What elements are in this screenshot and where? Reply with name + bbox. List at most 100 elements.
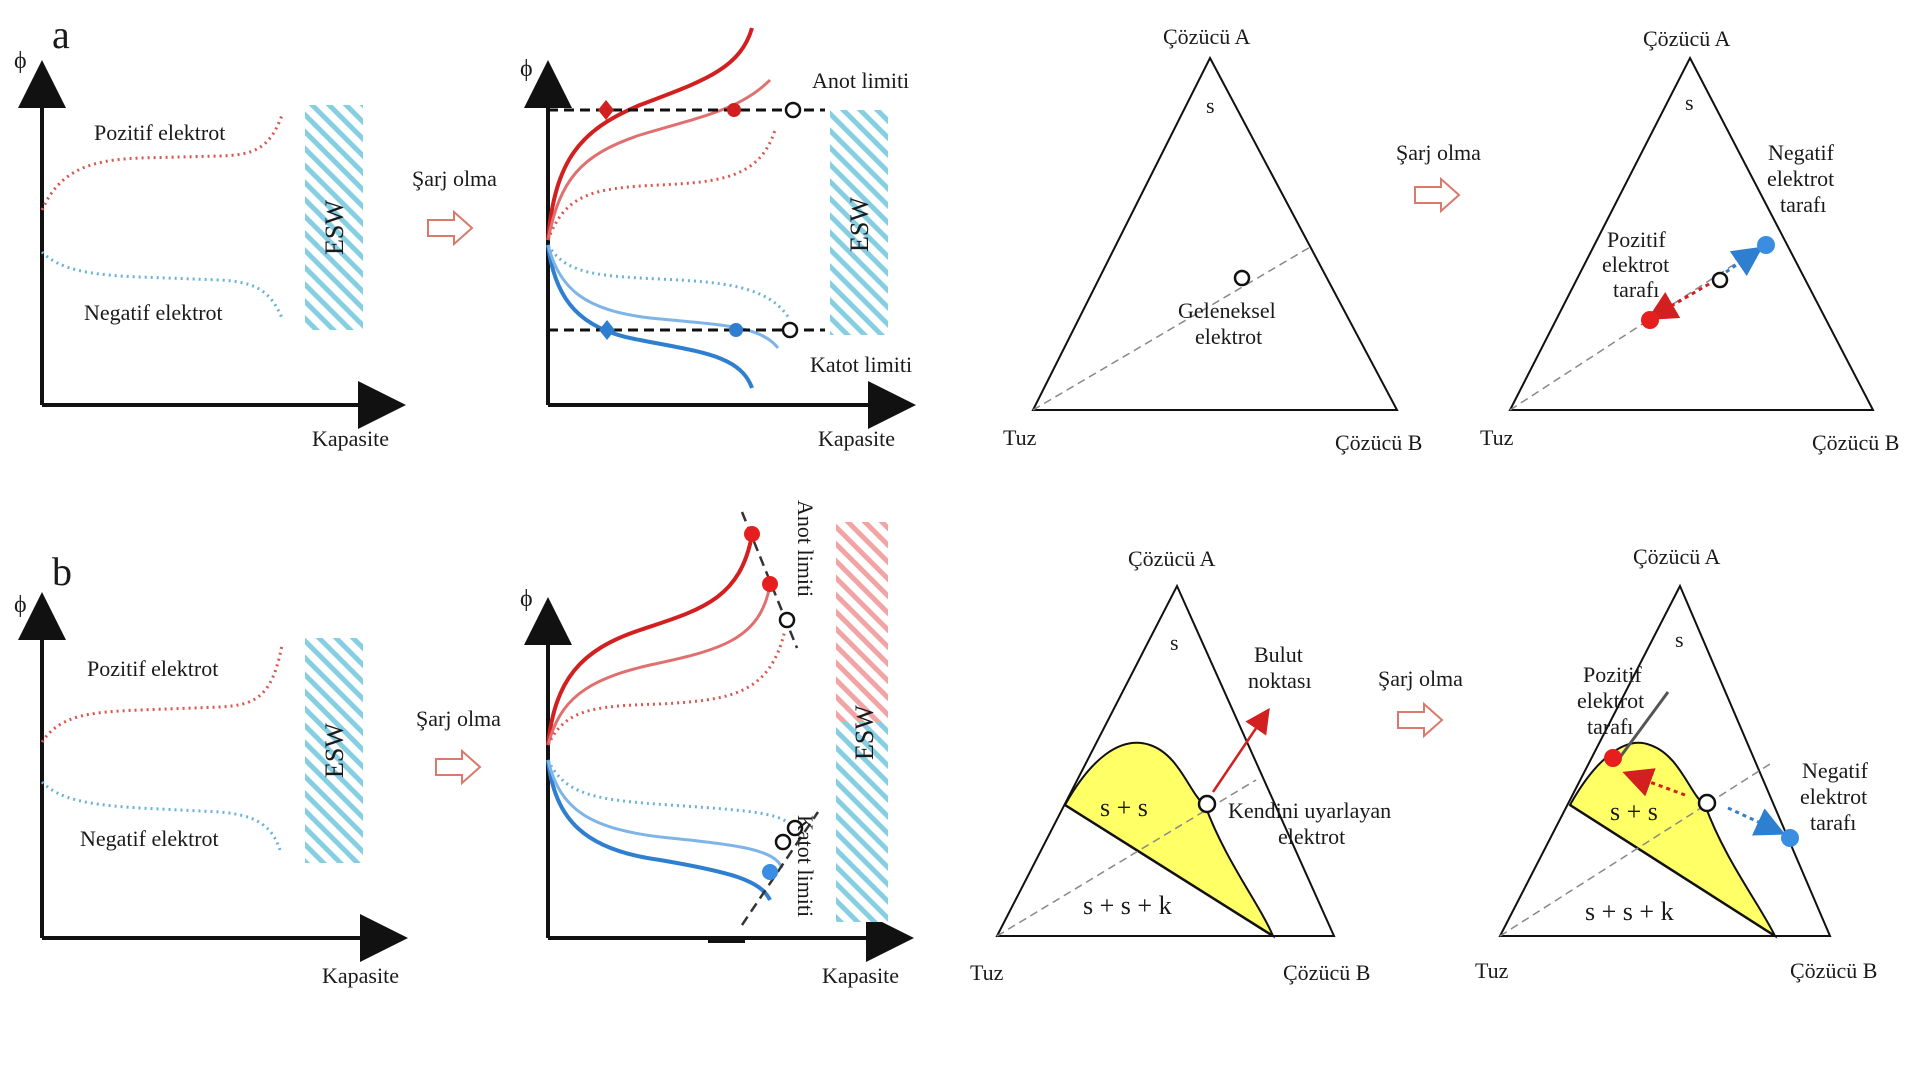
negative-electrode-curve	[40, 250, 284, 319]
charging-label: Şarj olma	[1378, 666, 1463, 691]
positive-shift-arrow	[1622, 768, 1686, 797]
esw-band	[305, 105, 363, 330]
negative-limit-marker-initial	[786, 819, 804, 837]
positive-electrode-label: Pozitif elektrot	[94, 120, 225, 145]
negative-limit-marker-dark	[599, 320, 615, 340]
negative-limit-marker-dark	[762, 864, 778, 880]
negative-side-line2: elektrot	[1767, 166, 1834, 191]
positive-side-line3: tarafı	[1613, 277, 1659, 302]
three-phase-label: s + s + k	[1585, 897, 1674, 926]
esw-band-upper	[836, 522, 888, 722]
esw-band	[305, 638, 363, 863]
charging-arrow-ternary-a: Şarj olma	[1396, 140, 1481, 212]
panel-a: a ϕ Kapasite Pozitif elektrot Negatif el…	[14, 12, 1899, 455]
solvent-b-label: Çözücü B	[1335, 430, 1422, 455]
positive-limit-marker-dark	[598, 100, 614, 120]
charging-label: Şarj olma	[1396, 140, 1481, 165]
negative-side-line2: elektrot	[1800, 784, 1867, 809]
negative-limit-marker-mid	[729, 323, 743, 337]
conventional-label-line1: Geleneksel	[1178, 298, 1276, 323]
solvent-a-label: Çözücü A	[1633, 544, 1720, 569]
x-axis-label: Kapasite	[822, 963, 899, 988]
panel-b-label: b	[52, 549, 72, 594]
charging-arrow-b: Şarj olma	[416, 706, 501, 784]
positive-limit-marker-dark	[744, 526, 760, 542]
y-axis-label: ϕ	[520, 56, 533, 82]
ternary-triangle	[1031, 55, 1399, 411]
negative-curve-dark	[546, 244, 754, 389]
anode-limit-label: Anot limiti	[812, 68, 909, 93]
positive-curve-mid	[546, 78, 772, 241]
ternary-triangle	[995, 583, 1336, 937]
negative-side-line3: tarafı	[1780, 192, 1826, 217]
negative-curve-initial	[546, 759, 792, 827]
charging-arrow-icon	[1414, 178, 1460, 212]
ternary-conventional: Çözücü A Tuz Çözücü B s Geleneksel elekt…	[1003, 24, 1422, 455]
charging-arrow-icon	[435, 750, 481, 784]
positive-curve-dark	[546, 534, 754, 746]
panel-a-plot-1: ϕ Kapasite Pozitif elektrot Negatif elek…	[14, 48, 406, 451]
ternary-self-adapting-charged: Çözücü A Tuz Çözücü B s s + s s + s + k …	[1475, 544, 1877, 983]
positive-electrode-label: Pozitif elektrot	[87, 656, 218, 681]
two-phase-region	[1063, 741, 1276, 939]
charging-label: Şarj olma	[416, 706, 501, 731]
salt-label: Tuz	[1480, 425, 1514, 450]
negative-curve-dark	[546, 759, 772, 901]
negative-electrode-label: Negatif elektrot	[84, 300, 223, 325]
single-phase-label: s	[1685, 90, 1694, 115]
esw-label: ESW	[320, 723, 349, 778]
solvent-a-label: Çözücü A	[1163, 24, 1250, 49]
salt-label: Tuz	[970, 960, 1004, 985]
positive-curve-mid	[546, 584, 772, 746]
esw-label: ESW	[850, 705, 879, 760]
solvent-a-label: Çözücü A	[1128, 546, 1215, 571]
cloud-point-line1: Bulut	[1254, 642, 1303, 667]
positive-side-line3: tarafı	[1587, 714, 1633, 739]
positive-curve-initial	[546, 629, 787, 746]
cloud-point-arrow	[1211, 707, 1270, 793]
charging-label: Şarj olma	[412, 166, 497, 191]
panel-a-plot-2: ϕ Kapasite Anot limiti Katot limiti ESW	[520, 27, 916, 451]
ternary-triangle	[1508, 55, 1875, 411]
positive-limit-marker-mid	[762, 576, 778, 592]
three-phase-label: s + s + k	[1083, 891, 1172, 920]
ternary-conventional-charged: Çözücü A Tuz Çözücü B s Pozitif elektrot…	[1480, 26, 1899, 455]
negative-limit-marker-mid	[774, 833, 792, 851]
ternary-self-adapting: Çözücü A Tuz Çözücü B s s + s s + s + k …	[970, 546, 1391, 985]
solvent-a-label: Çözücü A	[1643, 26, 1730, 51]
ternary-triangle	[1498, 583, 1832, 937]
positive-shift-arrow	[1646, 278, 1717, 321]
panel-b: b ϕ Kapasite Pozitif elektrot Negatif el…	[14, 500, 1877, 988]
salt-label: Tuz	[1003, 425, 1037, 450]
negative-side-line3: tarafı	[1810, 810, 1856, 835]
charging-arrow-icon	[427, 211, 473, 245]
conventional-electrode-point	[1233, 269, 1251, 287]
negative-shift-arrow	[1725, 246, 1763, 276]
esw-band	[830, 110, 888, 335]
positive-side-line1: Pozitif	[1607, 227, 1666, 252]
initial-electrode-point	[1711, 271, 1729, 289]
y-axis-label: ϕ	[520, 586, 533, 612]
positive-side-line1: Pozitif	[1583, 662, 1642, 687]
two-phase-label: s + s	[1610, 797, 1658, 826]
panel-b-plot-2: ϕ Kapasite Anot limiti Katot limiti ESW	[520, 500, 914, 988]
positive-side-point	[1641, 311, 1659, 329]
cathode-limit-label: Katot limiti	[810, 352, 912, 377]
positive-curve-dark	[546, 27, 754, 241]
initial-electrode-point	[1697, 793, 1717, 813]
anode-limit-label: Anot limiti	[793, 500, 818, 597]
dilution-line	[1499, 763, 1771, 937]
x-axis-label: Kapasite	[312, 426, 389, 451]
positive-limit-marker-initial	[784, 101, 802, 119]
single-phase-label: s	[1206, 93, 1215, 118]
solvent-b-label: Çözücü B	[1283, 960, 1370, 985]
negative-side-line1: Negatif	[1802, 758, 1869, 783]
single-phase-label: s	[1170, 630, 1179, 655]
cloud-point-trace	[1616, 691, 1670, 761]
self-adapting-line1: Kendini uyarlayan	[1228, 798, 1391, 823]
charging-arrow-icon	[1397, 703, 1443, 737]
y-axis-label: ϕ	[14, 48, 27, 74]
tie-line	[1569, 803, 1776, 938]
negative-curve-mid	[546, 759, 784, 869]
